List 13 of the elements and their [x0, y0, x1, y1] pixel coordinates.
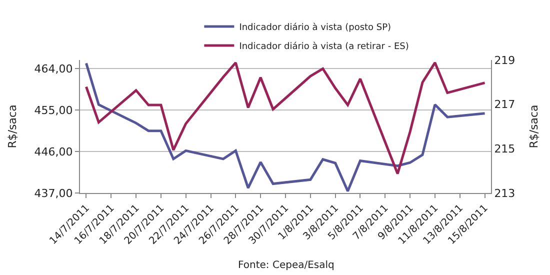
legend-label: Indicador diário à vista (a retirar - ES) — [239, 41, 409, 52]
y-tick-label: 455,00 — [34, 104, 73, 118]
y-axis-title: R$/saca — [6, 104, 19, 148]
source-note: Fonte: Cepea/Esalq — [238, 260, 334, 271]
legend-label: Indicador diário à vista (posto SP) — [239, 22, 392, 34]
y-tick-label: 464,00 — [34, 62, 73, 76]
y2-tick-label: 215 — [494, 142, 516, 156]
y2-tick-label: 213 — [494, 186, 516, 200]
y-tick-label: 437,00 — [34, 186, 73, 200]
y2-axis-title: R$/saca — [527, 104, 540, 148]
y2-tick-label: 217 — [494, 98, 516, 112]
y2-tick-label: 219 — [494, 54, 516, 67]
y-tick-label: 446,00 — [34, 145, 73, 158]
